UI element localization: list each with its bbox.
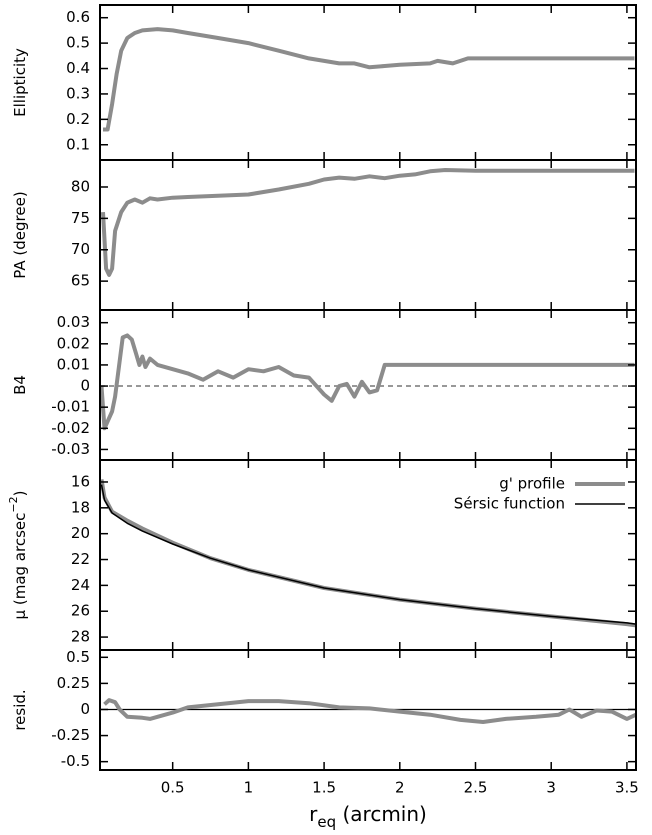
y-tick-label: 0 bbox=[80, 700, 90, 718]
x-tick-label: 1 bbox=[244, 779, 254, 797]
y-label: B4 bbox=[11, 375, 29, 395]
x-tick-label: 2.5 bbox=[464, 779, 488, 797]
y-tick-label: 75 bbox=[71, 209, 90, 227]
y-tick-label: 0.4 bbox=[66, 59, 90, 77]
y-label-text: PA (degree) bbox=[11, 191, 29, 278]
y-tick-label: 16 bbox=[71, 472, 90, 490]
y-label-end: ) bbox=[11, 491, 29, 497]
data-line bbox=[99, 333, 635, 431]
y-tick-label: 22 bbox=[71, 550, 90, 568]
x-label: req (arcmin) bbox=[309, 802, 427, 831]
x-tick-label: 3.5 bbox=[615, 779, 639, 797]
y-label: Ellipticity bbox=[11, 48, 29, 117]
y-tick-label: 80 bbox=[71, 177, 90, 195]
y-tick-label: 0.25 bbox=[57, 674, 90, 692]
y-tick-label: 0.5 bbox=[66, 648, 90, 666]
data-line bbox=[100, 484, 637, 625]
x-tick-label: 2 bbox=[395, 779, 405, 797]
x-tick-label: 0.5 bbox=[161, 779, 185, 797]
y-label: resid. bbox=[11, 689, 29, 730]
y-tick-label: -0.5 bbox=[61, 752, 90, 770]
y-tick-label: -0.02 bbox=[51, 419, 90, 437]
y-tick-label: 0.02 bbox=[57, 334, 90, 352]
y-label-text: Ellipticity bbox=[11, 48, 29, 117]
y-tick-label: 26 bbox=[71, 602, 90, 620]
y-tick-label: -0.25 bbox=[51, 726, 90, 744]
y-tick-label: 0.03 bbox=[57, 313, 90, 331]
y-tick-label: 0.3 bbox=[66, 84, 90, 102]
y-tick-label: 65 bbox=[71, 272, 90, 290]
y-label-text: resid. bbox=[11, 689, 29, 730]
y-tick-label: 28 bbox=[71, 628, 90, 646]
y-tick-label: 18 bbox=[71, 498, 90, 516]
data-line bbox=[103, 27, 635, 132]
y-tick-label: -0.01 bbox=[51, 398, 90, 416]
x-tick-label: 3 bbox=[546, 779, 556, 797]
y-tick-label: 0.01 bbox=[57, 355, 90, 373]
y-label-text: B4 bbox=[11, 375, 29, 395]
y-tick-label: 0.1 bbox=[66, 135, 90, 153]
y-tick-label: -0.03 bbox=[51, 440, 90, 458]
plot-frame bbox=[99, 649, 637, 771]
x-label-sub: eq bbox=[317, 813, 336, 831]
legend-label: g' profile bbox=[499, 475, 565, 493]
y-tick-label: 70 bbox=[71, 240, 90, 258]
data-line bbox=[103, 698, 637, 724]
plot-frame bbox=[99, 4, 637, 161]
y-tick-label: 0.2 bbox=[66, 110, 90, 128]
y-label: μ (mag arcsec−2) bbox=[7, 491, 29, 620]
y-label-text: μ (mag arcsec bbox=[11, 513, 29, 620]
y-tick-label: 0 bbox=[80, 377, 90, 395]
y-tick-label: 20 bbox=[71, 524, 90, 542]
y-tick-label: 0.6 bbox=[66, 8, 90, 26]
y-label: PA (degree) bbox=[11, 191, 29, 278]
y-label-sup: −2 bbox=[7, 496, 20, 512]
plot-frame bbox=[99, 159, 637, 311]
plot-frame bbox=[99, 309, 637, 461]
x-tick-label: 1.5 bbox=[312, 779, 336, 797]
y-tick-label: 24 bbox=[71, 576, 90, 594]
x-label-text: r bbox=[309, 802, 318, 826]
x-label-end: (arcmin) bbox=[336, 802, 427, 826]
y-tick-label: 0.5 bbox=[66, 34, 90, 52]
data-line bbox=[101, 168, 635, 277]
legend-label: Sérsic function bbox=[454, 495, 565, 513]
